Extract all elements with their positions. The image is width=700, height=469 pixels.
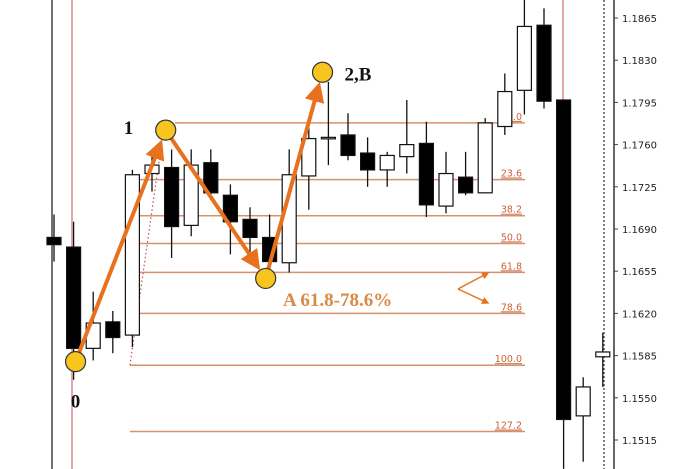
pattern-point-label: 0 xyxy=(71,392,81,413)
target-arrow xyxy=(457,272,490,290)
fib-level-label: 78.6 xyxy=(501,302,522,313)
bear-candle xyxy=(203,162,219,194)
pattern-point-marker xyxy=(311,61,334,83)
pattern-point-marker xyxy=(255,267,277,290)
zigzag-arrow xyxy=(263,81,325,279)
y-tick-label: 1.1585 xyxy=(622,352,657,363)
bear-candle xyxy=(242,218,258,239)
bear-candle xyxy=(360,152,376,171)
y-tick-label: 1.1515 xyxy=(622,436,657,447)
bull-candle xyxy=(320,136,336,140)
bear-candle xyxy=(418,142,434,206)
bear-candle xyxy=(105,321,121,339)
bear-candle xyxy=(46,236,62,246)
pattern-point-marker xyxy=(155,119,177,141)
fib-level-label: 38.2 xyxy=(501,205,522,216)
fib-level-label: 0.0 xyxy=(507,112,522,123)
y-tick-label: 1.1655 xyxy=(622,267,657,278)
bull-candle xyxy=(516,25,533,91)
y-tick-label: 1.1865 xyxy=(622,14,657,25)
bull-candle xyxy=(575,386,591,417)
bull-candle xyxy=(595,351,611,358)
target-arrow xyxy=(457,288,490,304)
bear-candle xyxy=(536,24,552,102)
bull-candle xyxy=(477,122,493,194)
pattern-point-marker xyxy=(64,351,87,373)
y-tick-label: 1.1760 xyxy=(622,141,657,152)
bull-candle xyxy=(438,172,454,207)
pattern-point-label: 1 xyxy=(124,118,134,139)
fib-level-label: 61.8 xyxy=(501,261,522,272)
fib-level-label: 50.0 xyxy=(501,232,522,243)
zigzag-arrow xyxy=(164,129,261,271)
bear-candle xyxy=(340,134,356,157)
fib-level-label: 127.2 xyxy=(495,421,522,432)
bull-candle xyxy=(301,137,317,177)
fib-level-label: 100.0 xyxy=(495,354,522,365)
bear-candle xyxy=(222,194,238,223)
y-tick-label: 1.1690 xyxy=(622,225,657,236)
bull-candle xyxy=(497,90,513,128)
y-tick-label: 1.1620 xyxy=(622,309,657,320)
annotation-label: A 61.8-78.6% xyxy=(283,290,392,311)
pattern-point-label: 2,B xyxy=(345,64,372,85)
bear-candle xyxy=(458,176,474,194)
y-tick-label: 1.1550 xyxy=(622,394,657,405)
y-tick-label: 1.1725 xyxy=(622,183,657,194)
bull-candle xyxy=(124,174,141,336)
bull-candle xyxy=(379,154,395,171)
bear-candle xyxy=(65,246,82,349)
y-tick-label: 1.1830 xyxy=(622,56,657,67)
y-tick-label: 1.1795 xyxy=(622,98,657,109)
fib-level-label: 23.6 xyxy=(501,169,522,180)
bear-candle xyxy=(164,166,180,228)
zigzag-arrow xyxy=(73,139,165,363)
bull-candle xyxy=(399,143,415,158)
bear-candle xyxy=(555,99,572,421)
